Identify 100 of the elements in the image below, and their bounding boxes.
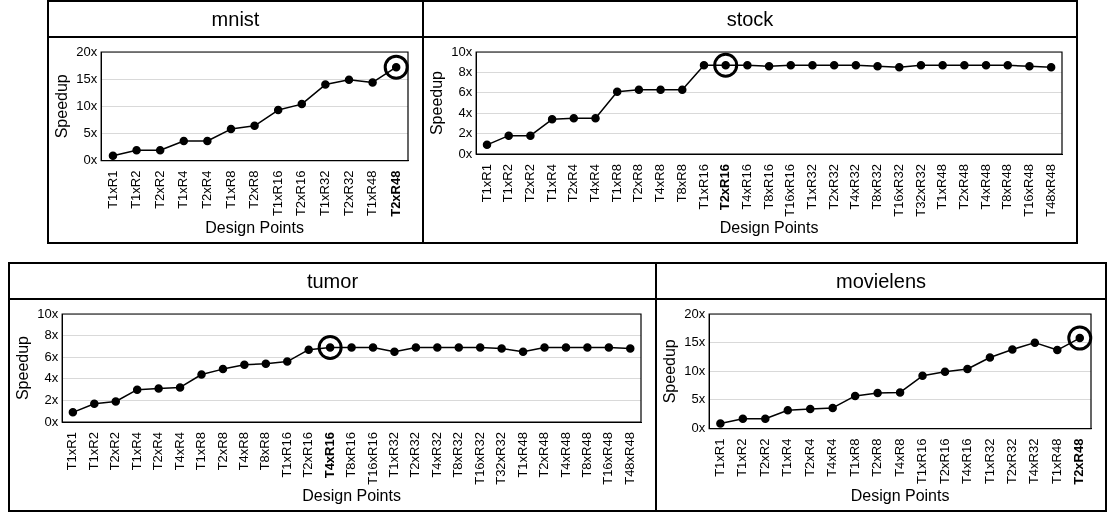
x-tick-label: T8xR48 bbox=[578, 432, 594, 478]
x-tick-label: T32xR32 bbox=[493, 432, 509, 485]
x-tick-label: T4xR16 bbox=[321, 432, 337, 479]
x-tick-label: T4xR16 bbox=[959, 438, 975, 485]
x-tick-label: T8xR32 bbox=[450, 432, 466, 478]
x-tick-label: T1xR1 bbox=[711, 438, 727, 477]
x-tick-label: T4xR4 bbox=[587, 164, 603, 203]
x-tick-label: T1xR32 bbox=[981, 438, 997, 485]
x-tick-label: T1xR2 bbox=[734, 438, 750, 477]
y-tick-label: 6x bbox=[458, 84, 473, 100]
x-tick-label: T1xR48 bbox=[934, 164, 950, 210]
x-tick-label: T2xR8 bbox=[214, 432, 230, 471]
x-tick-label: T4xR8 bbox=[891, 438, 907, 477]
y-tick-label: 0x bbox=[691, 420, 706, 436]
x-tick-label: T2xR2 bbox=[107, 432, 123, 471]
y-tick-label: 10x bbox=[451, 43, 473, 59]
chart-title: mnist bbox=[49, 2, 422, 38]
x-tick-label: T4xR4 bbox=[171, 432, 187, 471]
x-tick-label: T2xR32 bbox=[340, 170, 356, 217]
x-tick-label: T2xR32 bbox=[407, 432, 423, 478]
x-tick-label: T4xR32 bbox=[428, 432, 444, 478]
x-tick-label: T2xR48 bbox=[387, 170, 403, 217]
y-tick-label: 6x bbox=[44, 348, 59, 364]
x-tick-label: T1xR8 bbox=[222, 170, 238, 209]
x-tick-label: T1xR4 bbox=[128, 432, 144, 471]
y-axis-title: Speedup bbox=[428, 70, 446, 136]
chart-title: stock bbox=[424, 2, 1076, 38]
y-tick-label: 10x bbox=[76, 97, 98, 113]
x-tick-label: T2xR4 bbox=[801, 438, 817, 477]
x-tick-label: T16xR48 bbox=[1021, 164, 1037, 217]
x-tick-label: T16xR32 bbox=[471, 432, 487, 485]
y-tick-label: 4x bbox=[44, 370, 59, 386]
x-tick-label: T4xR32 bbox=[1026, 438, 1042, 485]
x-tick-label: T1xR4 bbox=[175, 170, 191, 209]
x-tick-label: T16xR32 bbox=[890, 164, 906, 217]
x-tick-label: T48xR48 bbox=[1042, 164, 1058, 217]
x-tick-label: T2xR16 bbox=[936, 438, 952, 485]
y-tick-label: 8x bbox=[458, 63, 473, 79]
x-tick-label: T16xR16 bbox=[364, 432, 380, 485]
x-tick-label: T1xR32 bbox=[316, 170, 332, 217]
x-tick-label: T8xR16 bbox=[343, 432, 359, 478]
x-tick-label: T2xR2 bbox=[521, 164, 537, 203]
x-tick-label: T2xR48 bbox=[536, 432, 552, 478]
x-tick-label: T2xR48 bbox=[955, 164, 971, 210]
x-tick-label: T2xR2 bbox=[151, 170, 167, 209]
chart-title: movielens bbox=[657, 264, 1105, 300]
x-tick-label: T1xR8 bbox=[846, 438, 862, 477]
x-tick-label: T1xR16 bbox=[695, 164, 711, 210]
x-tick-label: T2xR4 bbox=[150, 432, 166, 471]
y-axis-title: Speedup bbox=[14, 335, 32, 401]
x-axis-title: Design Points bbox=[850, 486, 950, 504]
x-tick-label: T1xR4 bbox=[543, 164, 559, 203]
chart-title: tumor bbox=[10, 264, 655, 300]
y-tick-label: 0x bbox=[458, 145, 473, 161]
y-tick-label: 20x bbox=[76, 43, 98, 59]
x-tick-label: T1xR2 bbox=[500, 164, 516, 203]
x-axis-title: Design Points bbox=[205, 218, 304, 236]
y-tick-label: 0x bbox=[83, 152, 98, 168]
x-tick-label: T1xR48 bbox=[514, 432, 530, 478]
x-tick-label: T2xR32 bbox=[825, 164, 841, 210]
x-tick-label: T8xR32 bbox=[869, 164, 885, 210]
y-tick-label: 2x bbox=[458, 125, 473, 141]
x-tick-label: T4xR4 bbox=[824, 438, 840, 477]
x-axis-title: Design Points bbox=[302, 486, 401, 504]
x-tick-label: T1xR16 bbox=[278, 432, 294, 478]
x-tick-label: T1xR8 bbox=[608, 164, 624, 203]
x-tick-label: T8xR48 bbox=[999, 164, 1015, 210]
x-tick-label: T1xR4 bbox=[779, 438, 795, 477]
x-tick-label: T4xR48 bbox=[977, 164, 993, 210]
y-axis-title: Speedup bbox=[53, 74, 71, 139]
y-tick-label: 5x bbox=[691, 391, 706, 407]
y-tick-label: 20x bbox=[684, 305, 706, 321]
x-tick-label: T2xR16 bbox=[300, 432, 316, 478]
x-tick-label: T1xR1 bbox=[64, 432, 80, 471]
x-tick-label: T2xR8 bbox=[869, 438, 885, 477]
x-tick-label: T2xR8 bbox=[630, 164, 646, 203]
x-tick-label: T2xR4 bbox=[198, 170, 214, 209]
x-tick-label: T4xR48 bbox=[557, 432, 573, 478]
x-tick-label: T4xR16 bbox=[738, 164, 754, 210]
y-axis-title: Speedup bbox=[661, 339, 679, 404]
x-tick-label: T1xR48 bbox=[1048, 438, 1064, 485]
y-tick-label: 10x bbox=[684, 362, 706, 378]
x-tick-label: T2xR32 bbox=[1003, 438, 1019, 485]
x-tick-label: T2xR16 bbox=[717, 164, 733, 211]
x-tick-label: T1xR32 bbox=[386, 432, 402, 478]
y-tick-label: 5x bbox=[83, 124, 98, 140]
x-tick-label: T2xR8 bbox=[246, 170, 262, 209]
x-tick-label: T4xR8 bbox=[652, 164, 668, 203]
x-tick-label: T8xR8 bbox=[257, 432, 273, 471]
y-tick-label: 2x bbox=[44, 392, 59, 408]
x-tick-label: T1xR2 bbox=[128, 170, 144, 209]
y-tick-label: 15x bbox=[684, 334, 706, 350]
x-tick-label: T4xR8 bbox=[235, 432, 251, 471]
x-tick-label: T1xR48 bbox=[364, 170, 380, 217]
x-tick-label: T2xR4 bbox=[565, 164, 581, 203]
x-tick-label: T2xR2 bbox=[756, 438, 772, 477]
x-tick-label: T4xR32 bbox=[847, 164, 863, 210]
x-tick-label: T2xR16 bbox=[293, 170, 309, 217]
y-tick-label: 4x bbox=[458, 104, 473, 120]
y-tick-label: 8x bbox=[44, 327, 59, 343]
